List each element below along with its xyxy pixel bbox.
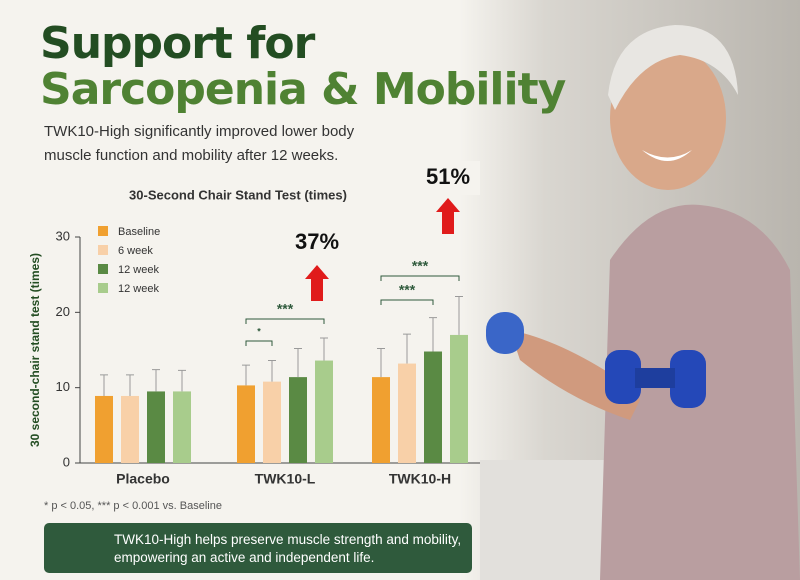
- legend-label: 12 week: [118, 264, 159, 276]
- error-bar: [126, 374, 134, 396]
- increase-arrow: [436, 198, 460, 234]
- photo: [460, 0, 800, 580]
- legend-swatch: [98, 283, 108, 293]
- bar: [173, 391, 191, 463]
- bar: [424, 351, 442, 463]
- increase-label: 51%: [426, 164, 470, 189]
- significance-label: ***: [412, 258, 429, 274]
- legend-swatch: [98, 264, 108, 274]
- error-bar: [455, 296, 463, 335]
- legend-label: 12 week: [118, 283, 159, 295]
- legend-label: Baseline: [118, 226, 160, 238]
- x-tick-label: TWK10-L: [255, 471, 316, 487]
- error-bar: [242, 364, 250, 386]
- bar: [450, 334, 468, 463]
- bar: [147, 391, 165, 463]
- y-axis-label: 30 second-chair stand test (times): [28, 253, 42, 447]
- significance-label: ***: [399, 282, 416, 298]
- bar: [315, 360, 333, 463]
- error-bar: [403, 333, 411, 364]
- error-bar: [294, 347, 302, 378]
- y-tick-label: 0: [63, 454, 70, 469]
- error-bar: [268, 360, 276, 382]
- legend-swatch: [98, 226, 108, 236]
- increase-label: 37%: [295, 229, 339, 254]
- y-tick-label: 30: [56, 228, 70, 243]
- error-bar: [178, 369, 186, 392]
- error-bar: [100, 374, 108, 396]
- increase-arrow: [305, 265, 329, 301]
- y-tick-label: 10: [56, 379, 70, 394]
- error-bar: [429, 317, 437, 352]
- significance-label: *: [257, 326, 261, 336]
- chart-title: 30-Second Chair Stand Test (times): [129, 187, 347, 202]
- x-tick-label: Placebo: [116, 471, 170, 487]
- bar: [372, 377, 390, 463]
- legend-label: 6 week: [118, 245, 153, 257]
- bar: [237, 385, 255, 463]
- significance-label: ***: [277, 301, 294, 317]
- label-bg: [416, 161, 480, 195]
- y-tick-label: 20: [56, 304, 70, 319]
- callout-text: TWK10-High helps preserve muscle strengt…: [114, 532, 462, 565]
- significance-bracket: [245, 340, 273, 346]
- bar: [398, 363, 416, 463]
- significance-bracket: [380, 299, 434, 305]
- footnote: * p < 0.05, *** p < 0.001 vs. Baseline: [44, 500, 222, 512]
- title: Sarcopenia & Mobility: [40, 64, 566, 115]
- bar: [263, 381, 281, 463]
- error-bar: [152, 369, 160, 392]
- bar: [121, 395, 139, 463]
- error-bar: [377, 347, 385, 378]
- significance-bracket: [380, 275, 460, 281]
- title: Support for: [40, 18, 315, 69]
- error-bar: [320, 337, 328, 361]
- callout: TWK10-High helps preserve muscle strengt…: [44, 523, 472, 573]
- subtitle: TWK10-High significantly improved lower …: [44, 123, 355, 164]
- x-tick-label: TWK10-H: [389, 471, 451, 487]
- significance-bracket: [245, 318, 325, 324]
- bar: [95, 395, 113, 463]
- bar: [289, 377, 307, 463]
- legend-swatch: [98, 245, 108, 255]
